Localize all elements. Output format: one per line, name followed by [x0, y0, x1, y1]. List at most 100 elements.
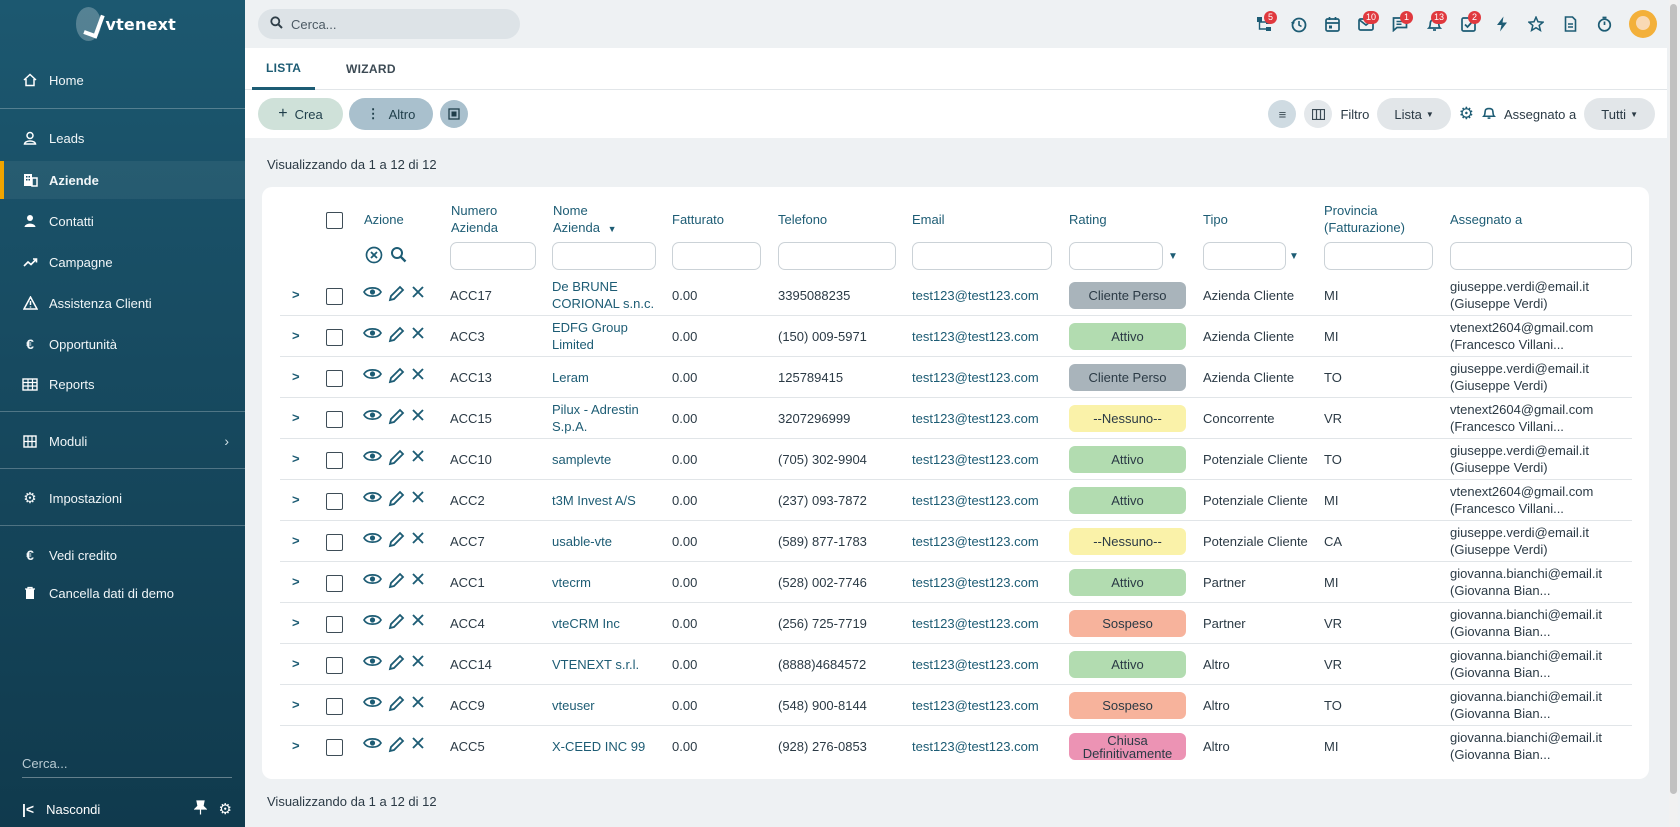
email-link[interactable]: test123@test123.com: [912, 288, 1039, 303]
email-link[interactable]: test123@test123.com: [912, 739, 1039, 754]
select-all-checkbox[interactable]: [326, 212, 343, 229]
delete-x-icon[interactable]: [411, 654, 425, 676]
table-row[interactable]: > ACC2 t3M Invest A/S 0.00 (237) 093-7872 tes…: [280, 480, 1632, 521]
sidebar-item-leads[interactable]: Leads: [0, 119, 245, 157]
email-link[interactable]: test123@test123.com: [912, 657, 1039, 672]
lightning-icon[interactable]: [1485, 7, 1519, 41]
filter-select-tipo[interactable]: [1203, 242, 1286, 270]
delete-x-icon[interactable]: [411, 285, 425, 307]
sidebar-item-contatti[interactable]: Contatti: [0, 202, 245, 240]
sidebar-search-input[interactable]: Cerca...: [22, 756, 232, 778]
page-scrollbar[interactable]: [1669, 0, 1678, 827]
company-name-link[interactable]: t3M Invest A/S: [552, 493, 636, 508]
email-link[interactable]: test123@test123.com: [912, 411, 1039, 426]
email-link[interactable]: test123@test123.com: [912, 452, 1039, 467]
delete-x-icon[interactable]: [411, 613, 425, 635]
document-icon[interactable]: [1553, 7, 1587, 41]
table-row[interactable]: > ACC13 Leram 0.00 125789415 test123@test123.…: [280, 357, 1632, 398]
row-checkbox[interactable]: [326, 575, 343, 592]
row-checkbox[interactable]: [326, 411, 343, 428]
expand-row-icon[interactable]: >: [292, 410, 300, 425]
caret-down-icon[interactable]: ▼: [1168, 251, 1178, 262]
expand-row-icon[interactable]: >: [292, 328, 300, 343]
row-checkbox[interactable]: [326, 657, 343, 674]
company-name-link[interactable]: X-CEED INC 99: [552, 739, 646, 754]
filter-select-rating[interactable]: [1069, 242, 1163, 270]
company-name-link[interactable]: Leram: [552, 370, 589, 385]
app-logo[interactable]: vtenext: [76, 6, 176, 42]
company-name-link[interactable]: usable-vte: [552, 534, 612, 549]
delete-x-icon[interactable]: [411, 531, 425, 553]
table-row[interactable]: > ACC10 samplevte 0.00 (705) 302-9904 test123…: [280, 439, 1632, 480]
filter-input-provincia[interactable]: [1324, 242, 1433, 270]
row-checkbox[interactable]: [326, 370, 343, 387]
company-name-link[interactable]: vtecrm: [552, 575, 591, 590]
expand-row-icon[interactable]: >: [292, 697, 300, 712]
gear-icon[interactable]: ⚙: [1458, 104, 1474, 123]
table-row[interactable]: > ACC3 EDFG Group Limited 0.00 (150) 009-5971…: [280, 316, 1632, 357]
edit-pencil-icon[interactable]: [388, 695, 405, 717]
clear-filters-icon[interactable]: [365, 246, 383, 267]
sidebar-item-assistenza-clienti[interactable]: Assistenza Clienti: [0, 284, 245, 322]
view-eye-icon[interactable]: [363, 531, 382, 553]
expand-row-icon[interactable]: >: [292, 287, 300, 302]
sidebar-item-vedi-credito[interactable]: € Vedi credito: [0, 536, 245, 574]
edit-pencil-icon[interactable]: [388, 449, 405, 471]
expand-row-icon[interactable]: >: [292, 574, 300, 589]
pin-icon[interactable]: [193, 800, 207, 818]
row-checkbox[interactable]: [326, 698, 343, 715]
sidebar-item-cancella-dati-demo[interactable]: Cancella dati di demo: [0, 574, 245, 612]
row-checkbox[interactable]: [326, 452, 343, 469]
delete-x-icon[interactable]: [411, 449, 425, 471]
calendar-icon[interactable]: [1315, 7, 1349, 41]
list-view-icon[interactable]: ≡: [1268, 100, 1297, 128]
company-name-link[interactable]: vteuser: [552, 698, 595, 713]
view-eye-icon[interactable]: [363, 613, 382, 635]
delete-x-icon[interactable]: [411, 572, 425, 594]
edit-pencil-icon[interactable]: [388, 408, 405, 430]
delete-x-icon[interactable]: [411, 490, 425, 512]
expand-row-icon[interactable]: >: [292, 492, 300, 507]
column-header-numero-azienda[interactable]: Numero Azienda: [451, 203, 498, 235]
filter-input-email[interactable]: [912, 242, 1052, 270]
email-link[interactable]: test123@test123.com: [912, 370, 1039, 385]
scrollbar-thumb[interactable]: [1670, 4, 1677, 794]
mail-icon[interactable]: 10: [1349, 7, 1383, 41]
filter-input-assegnato[interactable]: [1450, 242, 1632, 270]
filter-select[interactable]: Lista ▼: [1377, 98, 1451, 130]
delete-x-icon[interactable]: [411, 408, 425, 430]
row-checkbox[interactable]: [326, 534, 343, 551]
company-name-link[interactable]: EDFG Group Limited: [552, 320, 628, 352]
history-icon[interactable]: [1281, 7, 1315, 41]
table-row[interactable]: > ACC15 Pilux - Adrestin S.p.A. 0.00 32072969…: [280, 398, 1632, 439]
row-checkbox[interactable]: [326, 329, 343, 346]
filter-input-numero[interactable]: [450, 242, 536, 270]
bell-icon[interactable]: 13: [1417, 7, 1451, 41]
delete-x-icon[interactable]: [411, 326, 425, 348]
edit-pencil-icon[interactable]: [388, 367, 405, 389]
email-link[interactable]: test123@test123.com: [912, 698, 1039, 713]
company-name-link[interactable]: VTENEXT s.r.l.: [552, 657, 640, 672]
edit-pencil-icon[interactable]: [388, 654, 405, 676]
collapse-icon[interactable]: |<: [22, 801, 35, 817]
bell-icon[interactable]: [1481, 105, 1497, 124]
row-checkbox[interactable]: [326, 493, 343, 510]
edit-pencil-icon[interactable]: [388, 531, 405, 553]
filter-input-nome[interactable]: [552, 242, 656, 270]
expand-row-icon[interactable]: >: [292, 656, 300, 671]
row-checkbox[interactable]: [326, 288, 343, 305]
edit-pencil-icon[interactable]: [388, 285, 405, 307]
caret-down-icon[interactable]: ▼: [1289, 251, 1299, 262]
email-link[interactable]: test123@test123.com: [912, 534, 1039, 549]
column-header-rating[interactable]: Rating: [1069, 212, 1107, 227]
column-header-assegnato[interactable]: Assegnato a: [1450, 212, 1523, 227]
expand-row-icon[interactable]: >: [292, 533, 300, 548]
select-columns-button[interactable]: [440, 100, 468, 128]
company-name-link[interactable]: vteCRM Inc: [552, 616, 620, 631]
timer-icon[interactable]: [1587, 7, 1621, 41]
row-checkbox[interactable]: [326, 739, 343, 756]
sidebar-item-moduli[interactable]: Moduli ›: [0, 422, 245, 460]
avatar[interactable]: [1629, 10, 1657, 38]
process-structure-icon[interactable]: 5: [1247, 7, 1281, 41]
expand-row-icon[interactable]: >: [292, 738, 300, 753]
